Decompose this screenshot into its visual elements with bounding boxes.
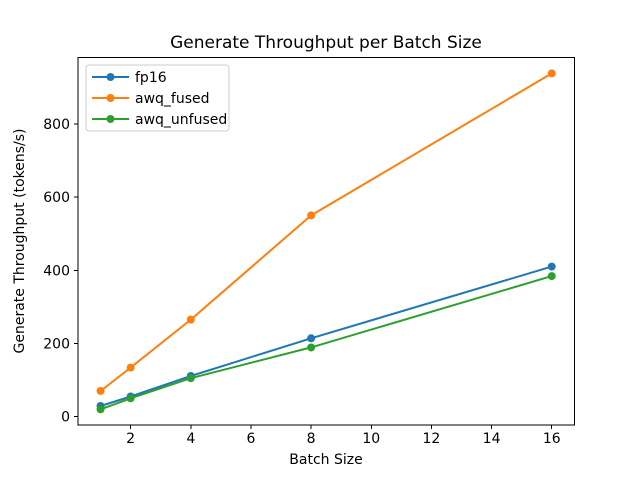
data-point-fp16 (547, 262, 556, 271)
x-tick-label: 8 (307, 431, 316, 447)
legend-label-awq_fused: awq_fused (135, 91, 210, 107)
data-point-awq_fused (307, 211, 316, 220)
y-tick-label: 400 (43, 263, 70, 279)
x-tick-label: 12 (423, 431, 441, 447)
legend-label-awq_unfused: awq_unfused (135, 112, 227, 128)
data-point-fp16 (307, 334, 316, 343)
y-tick-label: 600 (43, 190, 70, 206)
x-tick-label: 4 (186, 431, 195, 447)
y-tick-label: 800 (43, 117, 70, 133)
data-series (96, 69, 556, 414)
plot-frame (77, 57, 575, 426)
data-point-awq_unfused (547, 272, 556, 281)
legend-marker-awq_fused (106, 94, 115, 102)
data-point-awq_unfused (307, 343, 316, 352)
data-point-awq_fused (186, 315, 195, 324)
data-point-awq_fused (96, 386, 105, 395)
data-point-awq_unfused (126, 394, 135, 403)
legend: fp16 awq_fused awq_unfused (85, 64, 230, 132)
data-point-awq_fused (126, 363, 135, 372)
axis-ticks: 2 4 6 8 10 12 14 16 0 200 400 600 800 (43, 117, 560, 447)
legend-marker-fp16 (106, 73, 115, 81)
data-point-awq_unfused (96, 405, 105, 414)
chart-title: Generate Throughput per Batch Size (170, 33, 482, 53)
y-tick-label: 0 (61, 410, 70, 426)
axes-spines (77, 57, 575, 426)
legend-marker-awq_unfused (106, 115, 115, 123)
x-tick-label: 2 (126, 431, 135, 447)
y-axis-label: Generate Throughput (tokens/s) (12, 129, 28, 354)
data-point-awq_unfused (186, 374, 195, 383)
legend-box (85, 64, 230, 132)
x-tick-label: 10 (362, 431, 380, 447)
data-point-awq_fused (547, 69, 556, 78)
x-tick-label: 16 (543, 431, 561, 447)
legend-label-fp16: fp16 (135, 70, 167, 86)
y-tick-label: 200 (43, 336, 70, 352)
x-tick-label: 6 (246, 431, 255, 447)
x-axis-label: Batch Size (289, 452, 362, 468)
x-tick-label: 14 (483, 431, 501, 447)
